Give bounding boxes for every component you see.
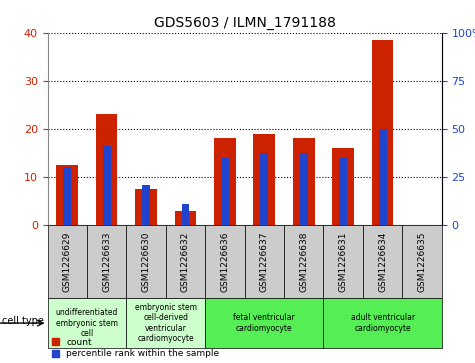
- Text: GSM1226634: GSM1226634: [378, 231, 387, 291]
- Text: embryonic stem
cell-derived
ventricular
cardiomyocyte: embryonic stem cell-derived ventricular …: [135, 303, 197, 343]
- Bar: [379, 129, 387, 225]
- Text: GSM1226630: GSM1226630: [142, 231, 151, 291]
- Bar: [126, 225, 166, 298]
- Bar: [175, 211, 196, 225]
- Bar: [205, 225, 245, 298]
- Bar: [181, 204, 190, 225]
- Text: GSM1226638: GSM1226638: [299, 231, 308, 291]
- Bar: [48, 225, 87, 298]
- Text: fetal ventricular
cardiomyocyte: fetal ventricular cardiomyocyte: [234, 313, 295, 333]
- Bar: [260, 153, 268, 225]
- Text: cell type: cell type: [2, 316, 44, 326]
- Bar: [332, 148, 354, 225]
- Text: undifferentiated
embryonic stem
cell: undifferentiated embryonic stem cell: [56, 308, 118, 338]
- Bar: [284, 225, 323, 298]
- Bar: [63, 167, 71, 225]
- Bar: [214, 138, 236, 225]
- Bar: [135, 189, 157, 225]
- Bar: [87, 225, 126, 298]
- Bar: [339, 158, 347, 225]
- Bar: [166, 225, 205, 298]
- Bar: [126, 298, 205, 348]
- Bar: [372, 40, 393, 225]
- Text: GSM1226631: GSM1226631: [339, 231, 348, 291]
- Bar: [323, 225, 363, 298]
- Title: GDS5603 / ILMN_1791188: GDS5603 / ILMN_1791188: [154, 16, 335, 30]
- Bar: [293, 138, 314, 225]
- Bar: [254, 134, 275, 225]
- Text: GSM1226633: GSM1226633: [102, 231, 111, 291]
- Text: adult ventricular
cardiomyocyte: adult ventricular cardiomyocyte: [351, 313, 415, 333]
- Bar: [245, 225, 284, 298]
- Bar: [142, 185, 150, 225]
- Bar: [323, 298, 442, 348]
- Bar: [48, 298, 126, 348]
- Bar: [221, 158, 229, 225]
- Bar: [96, 114, 117, 225]
- Bar: [300, 153, 308, 225]
- Text: GSM1226637: GSM1226637: [260, 231, 269, 291]
- Text: GSM1226629: GSM1226629: [63, 231, 72, 291]
- Text: GSM1226635: GSM1226635: [418, 231, 427, 291]
- Bar: [57, 165, 78, 225]
- Text: GSM1226632: GSM1226632: [181, 231, 190, 291]
- Text: GSM1226636: GSM1226636: [220, 231, 229, 291]
- Bar: [205, 298, 323, 348]
- Legend: count, percentile rank within the sample: count, percentile rank within the sample: [52, 338, 219, 359]
- Bar: [363, 225, 402, 298]
- Bar: [103, 146, 111, 225]
- Bar: [402, 225, 442, 298]
